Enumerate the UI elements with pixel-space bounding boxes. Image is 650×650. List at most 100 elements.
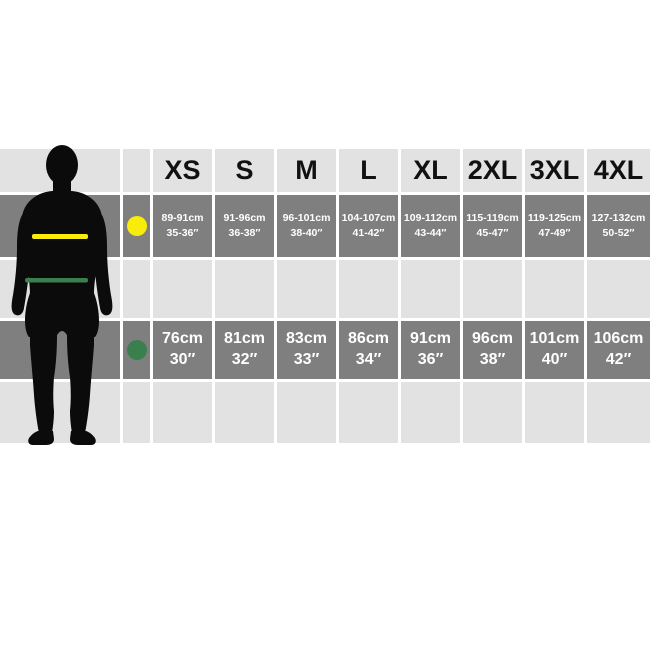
size-label-3xl: 3XL <box>529 155 580 185</box>
size-label-4xl: 4XL <box>593 155 644 185</box>
waist-cell-s: 81cm 32″ <box>215 321 274 379</box>
size-label-xs: XS <box>164 155 201 185</box>
waist-cell-4xl: 106cm 42″ <box>587 321 650 379</box>
spacer-cell <box>587 260 650 318</box>
waist-cell-m: 83cm 33″ <box>277 321 336 379</box>
silhouette-left-leg <box>30 335 57 433</box>
chest-marker-cell <box>123 195 150 257</box>
spacer-cell <box>525 260 584 318</box>
chest-inch: 43-44″ <box>414 227 447 239</box>
chest-marker-dot-icon <box>126 216 147 236</box>
waist-measure-line <box>25 278 88 283</box>
chest-inch: 41-42″ <box>352 227 385 239</box>
chest-cell-l: 104-107cm 41-42″ <box>339 195 398 257</box>
chest-cm: 96-101cm <box>282 211 331 224</box>
header-cell-3xl: 3XL <box>525 149 584 192</box>
chest-cm: 127-132cm <box>591 211 646 224</box>
silhouette-left-foot <box>28 431 54 445</box>
waist-cell-3xl: 101cm 40″ <box>525 321 584 379</box>
chest-measure-line <box>32 234 88 239</box>
silhouette-left-arm <box>11 214 30 316</box>
male-figure-silhouette <box>11 145 113 445</box>
spacer-cell <box>587 382 650 443</box>
spacer-cell <box>401 382 460 443</box>
size-label-2xl: 2XL <box>467 155 518 185</box>
header-cell-4xl: 4XL <box>587 149 650 192</box>
chest-cell-4xl: 127-132cm 50-52″ <box>587 195 650 257</box>
waist-cell-2xl: 96cm 38″ <box>463 321 522 379</box>
spacer-cell <box>153 382 212 443</box>
chest-inch: 36-38″ <box>228 227 261 239</box>
waist-marker-cell <box>123 321 150 379</box>
waist-inch: 30″ <box>169 351 196 368</box>
chest-inch: 47-49″ <box>538 227 571 239</box>
silhouette-torso <box>22 191 102 307</box>
chest-cm: 91-96cm <box>223 211 266 224</box>
spacer-cell <box>277 382 336 443</box>
marker-column-spacer <box>123 260 150 318</box>
waist-inch: 36″ <box>417 351 444 368</box>
waist-cm: 91cm <box>410 330 451 348</box>
waist-cell-xl: 91cm 36″ <box>401 321 460 379</box>
silhouette-right-leg <box>67 335 94 433</box>
header-cell-l: L <box>339 149 398 192</box>
header-cell-xs: XS <box>153 149 212 192</box>
waist-cm: 106cm <box>593 330 644 348</box>
chest-cell-xs: 89-91cm 35-36″ <box>153 195 212 257</box>
silhouette-head <box>46 145 78 185</box>
silhouette-body <box>11 145 113 445</box>
waist-cell-l: 86cm 34″ <box>339 321 398 379</box>
chest-cm: 109-112cm <box>403 211 458 224</box>
waist-inch: 34″ <box>355 351 382 368</box>
spacer-cell <box>463 382 522 443</box>
waist-inch: 42″ <box>605 351 632 368</box>
chest-cm: 104-107cm <box>341 211 396 224</box>
chest-inch: 38-40″ <box>290 227 323 239</box>
header-cell-s: S <box>215 149 274 192</box>
waist-inch: 33″ <box>293 351 320 368</box>
size-table: XS S M L XL 2XL 3XL 4XL 89-91cm 35-36″ 91… <box>0 149 650 443</box>
header-cell-xl: XL <box>401 149 460 192</box>
chest-cell-xl: 109-112cm 43-44″ <box>401 195 460 257</box>
chest-cell-m: 96-101cm 38-40″ <box>277 195 336 257</box>
waist-inch: 40″ <box>541 351 568 368</box>
chest-cm: 89-91cm <box>161 211 204 224</box>
silhouette-right-arm <box>94 214 113 316</box>
chest-cm: 115-119cm <box>466 211 519 224</box>
waist-marker-dot-icon <box>126 340 147 360</box>
waist-inch: 32″ <box>231 351 258 368</box>
marker-column-header-band <box>123 149 150 192</box>
figure-column-bottom-band <box>0 382 120 443</box>
size-label-m: M <box>295 155 318 185</box>
chest-inch: 50-52″ <box>602 227 635 239</box>
waist-cm: 76cm <box>162 330 203 348</box>
chest-cell-s: 91-96cm 36-38″ <box>215 195 274 257</box>
spacer-cell <box>339 260 398 318</box>
spacer-cell <box>153 260 212 318</box>
spacer-cell <box>401 260 460 318</box>
waist-inch: 38″ <box>479 351 506 368</box>
marker-column-bottom <box>123 382 150 443</box>
spacer-cell <box>215 382 274 443</box>
chest-cm: 119-125cm <box>527 211 582 224</box>
spacer-cell <box>277 260 336 318</box>
size-label-l: L <box>360 155 377 185</box>
size-label-s: S <box>235 155 254 185</box>
silhouette-shorts <box>25 293 99 337</box>
chest-inch: 35-36″ <box>166 227 199 239</box>
waist-cm: 83cm <box>286 330 327 348</box>
spacer-cell <box>215 260 274 318</box>
waist-cm: 81cm <box>224 330 265 348</box>
header-cell-m: M <box>277 149 336 192</box>
spacer-cell <box>525 382 584 443</box>
chest-inch: 45-47″ <box>476 227 509 239</box>
waist-cell-xs: 76cm 30″ <box>153 321 212 379</box>
header-cell-2xl: 2XL <box>463 149 522 192</box>
waist-cm: 101cm <box>529 330 580 348</box>
size-label-xl: XL <box>413 155 448 185</box>
chest-cell-3xl: 119-125cm 47-49″ <box>525 195 584 257</box>
spacer-cell <box>463 260 522 318</box>
waist-cm: 86cm <box>348 330 389 348</box>
waist-cm: 96cm <box>472 330 513 348</box>
